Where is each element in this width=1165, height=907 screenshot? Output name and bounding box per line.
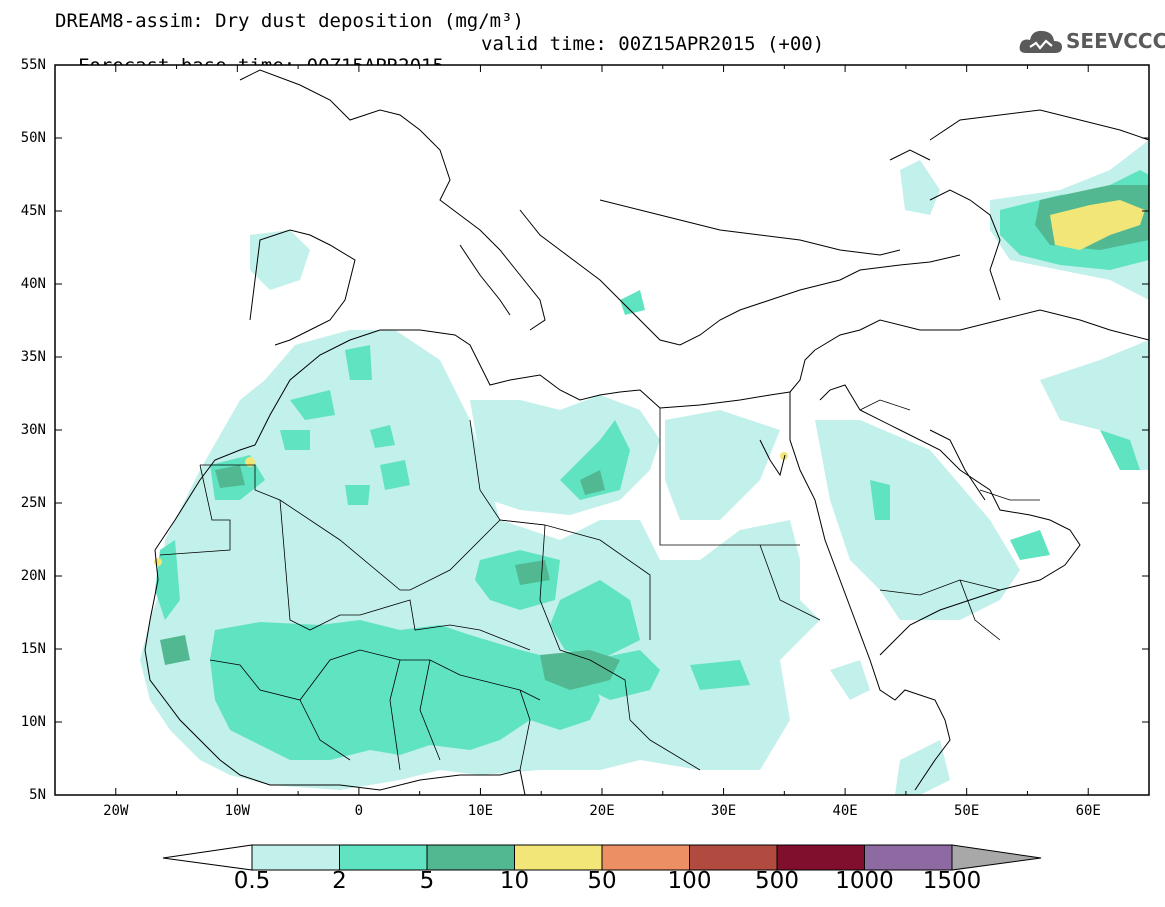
lon-label: 20W: [103, 803, 129, 819]
colorbar-label: 1500: [922, 868, 982, 894]
colorbar-swatch: [426, 844, 515, 871]
lat-label: 25N: [20, 495, 46, 511]
lon-label: 50E: [954, 803, 980, 819]
colorbar: [162, 844, 1042, 871]
colorbar-label: 1000: [835, 868, 894, 894]
axis-ticks: [54, 64, 1150, 796]
colorbar-swatch: [339, 844, 428, 871]
colorbar-over-triangle: [951, 844, 1042, 871]
lat-label: 35N: [20, 349, 46, 365]
lat-label: 20N: [20, 568, 46, 584]
seevccc-logo: SEEVCCC: [1018, 25, 1165, 59]
colorbar-label: 0.5: [233, 868, 271, 894]
lon-label: 10E: [467, 803, 494, 819]
lat-label: 40N: [20, 276, 46, 292]
map-title: DREAM8-assim: Dry dust deposition (mg/m³…: [55, 10, 524, 32]
colorbar-swatch: [601, 844, 690, 871]
lon-label: 0: [354, 803, 364, 819]
colorbar-swatch: [689, 844, 778, 871]
lat-label: 50N: [20, 130, 46, 146]
country-borders: [159, 399, 1040, 771]
lat-label: 15N: [20, 641, 46, 657]
colorbar-swatch: [514, 844, 603, 871]
colorbar-label: 100: [667, 868, 712, 894]
lon-label: 20E: [589, 803, 615, 819]
dust-contours: [140, 140, 1149, 795]
lon-label: 60E: [1075, 803, 1101, 819]
lon-label: 30E: [710, 803, 737, 819]
lat-label: 30N: [20, 422, 46, 438]
colorbar-swatch: [251, 844, 340, 871]
colorbar-swatch: [776, 844, 865, 871]
colorbar-label: 10: [499, 868, 530, 894]
lon-label: 40E: [832, 803, 858, 819]
colorbar-swatch: [864, 844, 953, 871]
colorbar-label: 500: [755, 868, 799, 894]
colorbar-label: 5: [419, 868, 435, 894]
colorbar-label: 2: [332, 868, 347, 894]
logo-text: SEEVCCC: [1066, 29, 1165, 53]
colorbar-under-triangle: [162, 844, 253, 871]
cloud-icon: [1019, 30, 1062, 53]
lat-label: 55N: [20, 57, 46, 73]
lat-label: 45N: [20, 203, 46, 219]
colorbar-label: 50: [587, 868, 617, 894]
coastlines: [144, 69, 1149, 795]
lon-label: 10W: [224, 803, 250, 819]
lat-label: 10N: [20, 714, 46, 730]
lat-label: 5N: [29, 787, 46, 803]
valid-time-label: valid time: 00Z15APR2015 (+00): [481, 33, 825, 55]
